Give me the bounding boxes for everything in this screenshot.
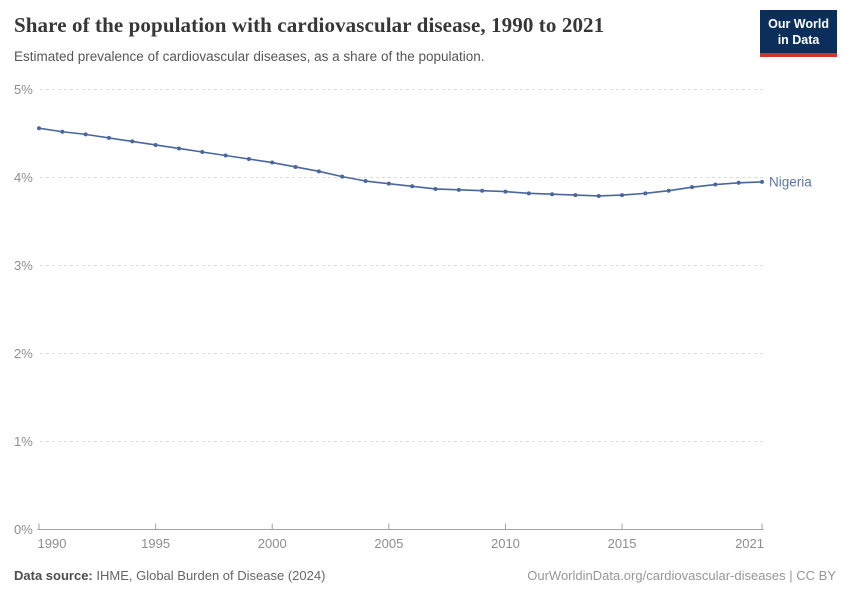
data-point — [293, 164, 298, 169]
data-point — [550, 192, 555, 197]
chart-title: Share of the population with cardiovascu… — [14, 13, 605, 37]
data-source: Data source: IHME, Global Burden of Dise… — [14, 568, 325, 583]
data-point — [690, 185, 695, 190]
data-point — [666, 188, 671, 193]
y-axis-label: 5% — [14, 82, 33, 97]
data-point — [153, 142, 158, 147]
data-source-label: Data source: — [14, 568, 93, 583]
x-axis-label: 2010 — [491, 536, 520, 551]
x-axis-label: 2015 — [608, 536, 637, 551]
credit-link: OurWorldinData.org/cardiovascular-diseas… — [527, 568, 836, 583]
data-point — [410, 184, 415, 189]
data-point — [760, 179, 764, 184]
data-point — [736, 180, 741, 185]
data-point — [386, 181, 391, 186]
y-axis-label: 0% — [14, 522, 33, 537]
y-axis-label: 4% — [14, 170, 33, 185]
data-point — [340, 174, 345, 179]
y-axis-label: 3% — [14, 258, 33, 273]
x-axis-label: 1990 — [38, 536, 67, 551]
data-point — [37, 126, 41, 131]
data-point — [246, 157, 251, 162]
owid-logo-line1: Our World — [768, 17, 829, 31]
data-point — [316, 169, 321, 174]
x-axis-label: 2000 — [258, 536, 287, 551]
data-point — [363, 179, 368, 184]
data-point — [713, 182, 718, 187]
x-axis-label: 1995 — [141, 536, 170, 551]
data-point — [596, 193, 601, 198]
data-point — [200, 149, 205, 154]
data-point — [176, 146, 181, 151]
data-point — [83, 132, 88, 137]
data-point — [526, 191, 531, 196]
x-axis-label: 2005 — [374, 536, 403, 551]
data-point — [456, 187, 461, 192]
x-axis-label: 2021 — [735, 536, 764, 551]
data-point — [480, 188, 485, 193]
nigeria-line — [38, 127, 763, 197]
data-point — [106, 135, 111, 140]
data-point — [60, 129, 65, 134]
owid-logo: Our World in Data — [760, 10, 837, 57]
data-point — [270, 160, 275, 165]
data-point — [643, 191, 648, 196]
series-label-nigeria: Nigeria — [769, 174, 812, 189]
data-source-text: IHME, Global Burden of Disease (2024) — [92, 568, 326, 583]
chart-subtitle: Estimated prevalence of cardiovascular d… — [14, 49, 485, 64]
owid-logo-line2: in Data — [777, 33, 820, 47]
data-point — [573, 193, 578, 198]
data-point — [503, 189, 508, 194]
data-point — [620, 193, 625, 198]
y-axis-label: 2% — [14, 346, 33, 361]
data-point — [433, 186, 438, 191]
chart-footer: Data source: IHME, Global Burden of Dise… — [14, 568, 836, 583]
data-point — [130, 139, 135, 144]
data-point — [223, 153, 228, 158]
y-axis-label: 1% — [14, 434, 33, 449]
